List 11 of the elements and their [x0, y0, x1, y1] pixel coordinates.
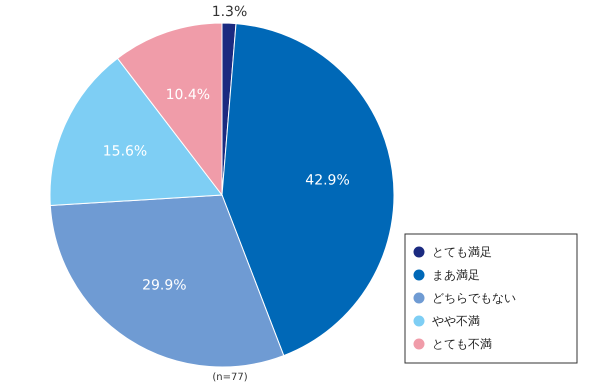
data-label: 15.6%: [102, 144, 148, 160]
data-label: 10.4%: [166, 86, 210, 103]
data-label: 42.9%: [305, 172, 350, 189]
data-label: 29.9%: [142, 278, 187, 294]
legend-label: やや不満: [432, 314, 480, 328]
data-label: 1.3%: [212, 4, 248, 20]
legend-label: とても満足: [432, 245, 492, 260]
legend-label: どちらでもない: [432, 291, 516, 306]
text: (n=77): [212, 372, 248, 383]
legend-label: まあ満足: [432, 268, 480, 282]
legend-label: とても不満: [432, 337, 492, 352]
